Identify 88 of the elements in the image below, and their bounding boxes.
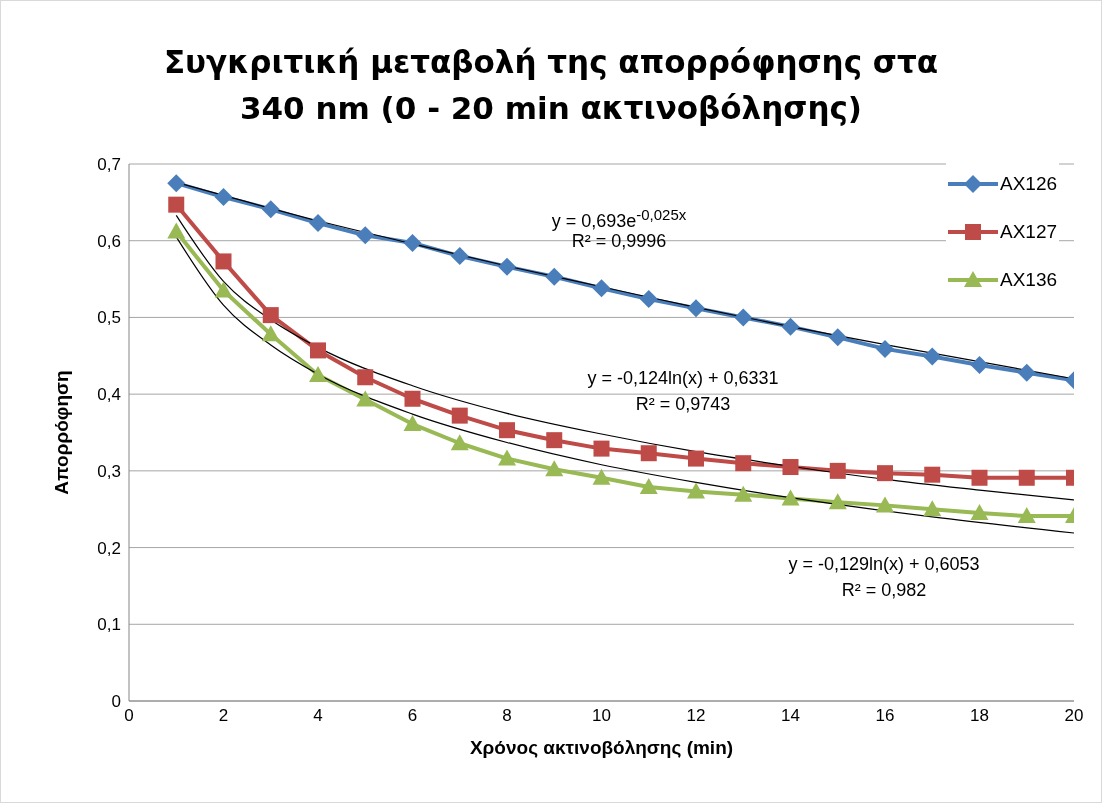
point <box>1017 507 1036 524</box>
y-tick-label: 0,5 <box>97 308 121 328</box>
point <box>1017 363 1036 382</box>
point <box>261 200 280 219</box>
point <box>924 466 941 483</box>
x-tick-label: 10 <box>592 706 611 726</box>
chart-title: Συγκριτική μεταβολή της απορρόφησης στα 340 nm (0 - 20 min ακτινοβόλησης) <box>162 43 940 128</box>
point <box>828 328 847 347</box>
point <box>545 460 564 477</box>
point <box>356 226 375 245</box>
point <box>498 257 516 276</box>
annotation: R² = 0,9996 <box>571 231 667 251</box>
point <box>781 489 800 506</box>
point <box>262 307 279 324</box>
point <box>215 253 232 270</box>
annotation: y = -0,124ln(x) + 0,6331 <box>587 368 779 388</box>
point <box>167 222 186 239</box>
point <box>357 369 374 386</box>
point <box>971 469 988 486</box>
y-tick-label: 0,4 <box>97 385 121 405</box>
point <box>877 465 893 482</box>
point <box>592 279 611 298</box>
point <box>970 504 989 521</box>
point <box>498 449 516 466</box>
point <box>876 496 894 513</box>
point <box>403 415 422 432</box>
point <box>639 290 658 309</box>
x-tick-label: 20 <box>1064 706 1084 726</box>
annotation: y = -0,129ln(x) + 0,6053 <box>788 554 980 574</box>
y-tick-label: 0,3 <box>97 461 121 481</box>
point <box>214 281 233 298</box>
y-axis-title: Απορρόφηση <box>50 370 72 495</box>
x-tick-label: 8 <box>502 706 512 726</box>
point <box>829 462 846 479</box>
point <box>687 299 705 318</box>
point <box>687 482 705 499</box>
point <box>168 196 185 213</box>
x-axis-title: Χρόνος ακτινοβόλησης (min) <box>469 737 734 758</box>
x-tick-label: 18 <box>970 706 989 726</box>
y-tick-label: 0 <box>111 692 121 712</box>
x-tick-label: 6 <box>407 706 418 726</box>
point <box>781 317 800 336</box>
x-tick-label: 0 <box>124 706 134 726</box>
x-tick-label: 14 <box>781 706 800 726</box>
legend-label: AX126 <box>1000 173 1058 195</box>
point <box>450 247 469 266</box>
point <box>828 493 847 510</box>
point <box>499 422 515 439</box>
point <box>593 440 610 457</box>
legend-label: AX136 <box>1000 269 1058 291</box>
point <box>403 234 422 253</box>
point <box>592 468 611 485</box>
point <box>923 500 942 517</box>
point <box>640 445 657 462</box>
y-tick-label: 0,2 <box>97 538 121 558</box>
y-tick-label: 0,6 <box>97 231 121 251</box>
x-tick-label: 2 <box>218 706 229 726</box>
x-tick-label: 4 <box>313 706 323 726</box>
point <box>735 455 752 472</box>
point <box>923 347 942 366</box>
point <box>782 459 799 476</box>
point <box>310 342 326 359</box>
point <box>876 339 894 358</box>
point <box>404 390 421 407</box>
point <box>1018 469 1035 486</box>
point <box>167 174 186 193</box>
point <box>261 325 280 342</box>
point <box>639 477 658 494</box>
point <box>546 432 563 449</box>
x-tick-label: 16 <box>875 706 895 726</box>
point <box>734 485 753 502</box>
point <box>309 214 327 233</box>
annotation: R² = 0,982 <box>841 580 927 600</box>
y-tick-label: 0,1 <box>97 615 121 635</box>
point <box>214 187 233 206</box>
point <box>356 390 375 407</box>
point <box>688 450 704 467</box>
annotation: y = 0,693e$^{-0,025x}$ <box>551 206 687 231</box>
x-tick-label: 12 <box>686 706 706 726</box>
point <box>309 365 327 382</box>
point <box>451 407 468 424</box>
point <box>970 355 989 374</box>
point <box>450 434 469 451</box>
point <box>734 308 753 327</box>
point <box>545 267 564 286</box>
y-tick-label: 0,7 <box>97 155 121 175</box>
annotation: R² = 0,9743 <box>635 394 731 414</box>
legend-label: AX127 <box>1000 221 1058 243</box>
